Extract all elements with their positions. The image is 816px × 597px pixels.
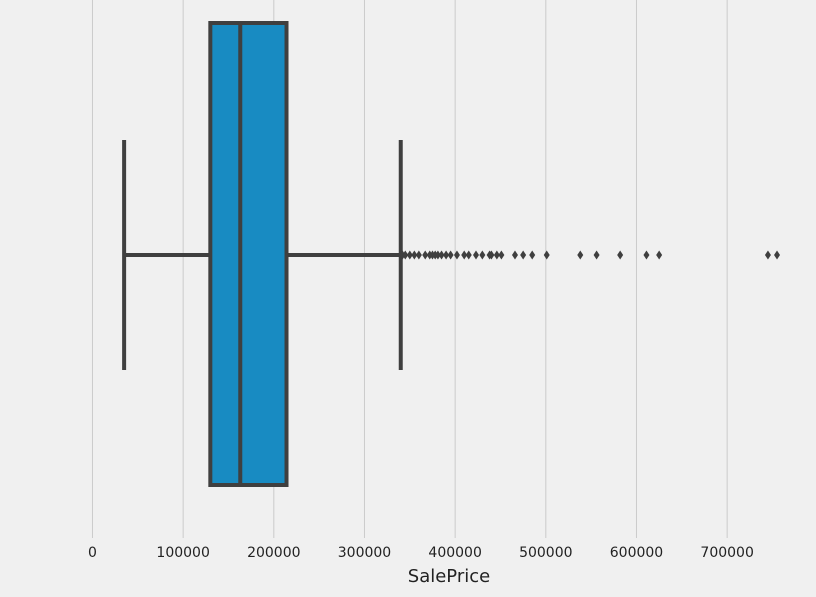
outlier bbox=[465, 250, 472, 260]
outlier bbox=[643, 250, 650, 260]
outlier bbox=[453, 250, 460, 260]
outlier bbox=[434, 250, 441, 260]
outlier bbox=[493, 250, 500, 260]
outlier bbox=[406, 250, 413, 260]
x-tick-label: 400000 bbox=[428, 545, 481, 561]
outlier bbox=[461, 250, 468, 260]
outlier bbox=[764, 250, 771, 260]
outlier bbox=[443, 250, 450, 260]
outlier bbox=[438, 250, 445, 260]
outlier bbox=[577, 250, 584, 260]
x-axis-label: SalePrice bbox=[408, 566, 490, 587]
outlier bbox=[529, 250, 536, 260]
x-tick-label: 500000 bbox=[519, 545, 572, 561]
x-tick-label: 100000 bbox=[156, 545, 209, 561]
outlier bbox=[479, 250, 486, 260]
outlier bbox=[543, 250, 550, 260]
x-tick-label: 200000 bbox=[247, 545, 300, 561]
x-tick-label: 600000 bbox=[610, 545, 663, 561]
outlier bbox=[511, 250, 518, 260]
outlier bbox=[593, 250, 600, 260]
outlier bbox=[488, 250, 495, 260]
outlier bbox=[473, 250, 479, 260]
outlier bbox=[520, 250, 527, 260]
outlier bbox=[402, 250, 409, 260]
x-tick-label: 0 bbox=[88, 545, 97, 561]
outlier bbox=[498, 250, 505, 260]
outlier bbox=[422, 250, 429, 260]
outlier bbox=[774, 250, 781, 260]
box bbox=[208, 21, 289, 487]
outlier bbox=[411, 250, 418, 260]
x-tick-label: 300000 bbox=[338, 545, 391, 561]
outlier bbox=[617, 250, 624, 260]
x-tick-label: 700000 bbox=[700, 545, 753, 561]
outlier bbox=[656, 250, 663, 260]
outlier bbox=[447, 250, 454, 260]
outlier bbox=[415, 250, 422, 260]
